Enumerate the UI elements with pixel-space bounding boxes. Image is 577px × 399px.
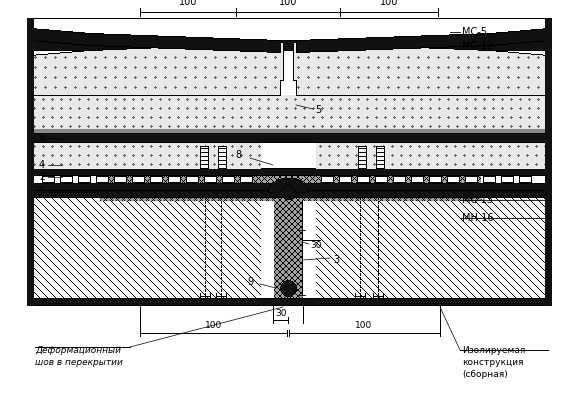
Text: конструкция: конструкция <box>462 358 523 367</box>
Text: 7: 7 <box>39 298 45 308</box>
Text: 100: 100 <box>205 321 223 330</box>
Text: 5: 5 <box>315 105 321 115</box>
Text: 3: 3 <box>333 255 339 265</box>
Text: МС-13: МС-13 <box>462 195 493 205</box>
Text: Изолируемая: Изолируемая <box>462 346 526 355</box>
Text: (сборная): (сборная) <box>462 370 508 379</box>
Text: 8: 8 <box>235 150 241 160</box>
Text: 100: 100 <box>179 0 197 7</box>
Text: 2: 2 <box>39 172 45 182</box>
Text: 100: 100 <box>355 321 373 330</box>
Text: МС-12: МС-12 <box>462 41 493 51</box>
Text: 4: 4 <box>39 160 45 170</box>
Text: МН-16: МН-16 <box>462 213 494 223</box>
Text: 100: 100 <box>279 0 297 7</box>
Text: 100: 100 <box>380 0 398 7</box>
Text: 9: 9 <box>247 277 253 287</box>
Text: МС-5: МС-5 <box>462 27 487 37</box>
Text: 30: 30 <box>310 241 321 249</box>
Text: 6: 6 <box>39 133 45 143</box>
Text: Деформационный: Деформационный <box>35 346 121 355</box>
Text: 1: 1 <box>39 187 45 197</box>
Text: 30: 30 <box>275 309 287 318</box>
Text: шов в перекрытии: шов в перекрытии <box>35 358 123 367</box>
